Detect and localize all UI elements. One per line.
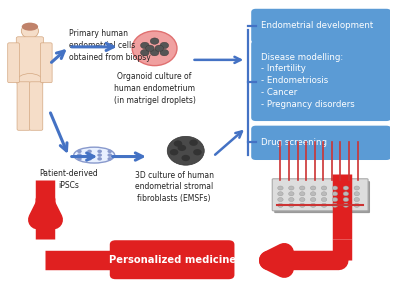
Circle shape bbox=[87, 150, 92, 153]
Text: Personalized medicine: Personalized medicine bbox=[108, 255, 236, 265]
Circle shape bbox=[278, 192, 283, 196]
Ellipse shape bbox=[146, 45, 154, 52]
FancyBboxPatch shape bbox=[251, 9, 391, 43]
Text: Endometrial development: Endometrial development bbox=[260, 21, 373, 30]
Text: Patient-derived
iPSCs: Patient-derived iPSCs bbox=[40, 169, 98, 190]
Circle shape bbox=[354, 186, 360, 190]
Circle shape bbox=[289, 192, 294, 196]
Ellipse shape bbox=[178, 145, 186, 151]
Text: Organoid culture of
human endometrium
(in matrigel droplets): Organoid culture of human endometrium (i… bbox=[114, 72, 196, 105]
Circle shape bbox=[321, 197, 327, 202]
Circle shape bbox=[278, 186, 283, 190]
Circle shape bbox=[332, 186, 338, 190]
Circle shape bbox=[321, 192, 327, 196]
Text: Drug screening: Drug screening bbox=[260, 138, 326, 147]
Ellipse shape bbox=[193, 149, 202, 155]
Ellipse shape bbox=[132, 31, 177, 66]
Ellipse shape bbox=[150, 38, 159, 44]
FancyBboxPatch shape bbox=[251, 126, 391, 160]
Text: Disease modelling:
- Infertility
- Endometriosis
- Cancer
- Pregnancy disorders: Disease modelling: - Infertility - Endom… bbox=[260, 53, 354, 109]
Circle shape bbox=[300, 186, 305, 190]
Ellipse shape bbox=[155, 45, 164, 52]
Ellipse shape bbox=[160, 42, 169, 49]
Circle shape bbox=[354, 192, 360, 196]
FancyBboxPatch shape bbox=[272, 179, 368, 211]
Ellipse shape bbox=[74, 147, 115, 163]
Circle shape bbox=[354, 203, 360, 207]
Ellipse shape bbox=[140, 42, 149, 49]
Ellipse shape bbox=[150, 50, 159, 56]
FancyBboxPatch shape bbox=[274, 181, 370, 213]
Circle shape bbox=[343, 197, 348, 202]
Circle shape bbox=[97, 153, 102, 157]
FancyBboxPatch shape bbox=[110, 240, 234, 279]
Ellipse shape bbox=[17, 74, 43, 89]
Ellipse shape bbox=[22, 23, 38, 31]
Circle shape bbox=[278, 197, 283, 202]
Circle shape bbox=[289, 186, 294, 190]
Circle shape bbox=[289, 203, 294, 207]
Ellipse shape bbox=[160, 50, 169, 56]
Circle shape bbox=[108, 150, 112, 153]
FancyBboxPatch shape bbox=[8, 43, 19, 83]
Circle shape bbox=[108, 157, 112, 161]
Circle shape bbox=[77, 153, 82, 157]
Circle shape bbox=[343, 186, 348, 190]
Circle shape bbox=[321, 203, 327, 207]
Circle shape bbox=[310, 197, 316, 202]
Ellipse shape bbox=[174, 140, 182, 147]
Ellipse shape bbox=[140, 50, 149, 56]
Circle shape bbox=[87, 153, 92, 157]
Circle shape bbox=[310, 192, 316, 196]
Circle shape bbox=[278, 203, 283, 207]
Circle shape bbox=[300, 192, 305, 196]
Ellipse shape bbox=[21, 24, 38, 38]
Circle shape bbox=[310, 186, 316, 190]
FancyBboxPatch shape bbox=[30, 82, 43, 130]
Circle shape bbox=[300, 197, 305, 202]
Ellipse shape bbox=[189, 139, 198, 146]
Text: Primary human
endometrial cells
obtained from biopsy: Primary human endometrial cells obtained… bbox=[69, 29, 151, 62]
FancyBboxPatch shape bbox=[251, 41, 391, 121]
Circle shape bbox=[97, 150, 102, 153]
Ellipse shape bbox=[170, 149, 178, 155]
Circle shape bbox=[289, 197, 294, 202]
Circle shape bbox=[310, 203, 316, 207]
FancyBboxPatch shape bbox=[16, 37, 44, 83]
Circle shape bbox=[332, 197, 338, 202]
Text: 3D culture of human
endometrial stromal
fibroblasts (EMSFs): 3D culture of human endometrial stromal … bbox=[134, 171, 214, 203]
Circle shape bbox=[108, 153, 112, 157]
Circle shape bbox=[332, 203, 338, 207]
FancyBboxPatch shape bbox=[17, 82, 30, 130]
Ellipse shape bbox=[167, 136, 204, 165]
Circle shape bbox=[77, 150, 82, 153]
Circle shape bbox=[87, 157, 92, 161]
Circle shape bbox=[354, 197, 360, 202]
Circle shape bbox=[77, 157, 82, 161]
FancyBboxPatch shape bbox=[40, 43, 52, 83]
Circle shape bbox=[343, 192, 348, 196]
Ellipse shape bbox=[182, 155, 190, 161]
Circle shape bbox=[97, 157, 102, 161]
Circle shape bbox=[300, 203, 305, 207]
Circle shape bbox=[321, 186, 327, 190]
Circle shape bbox=[332, 192, 338, 196]
Circle shape bbox=[343, 203, 348, 207]
